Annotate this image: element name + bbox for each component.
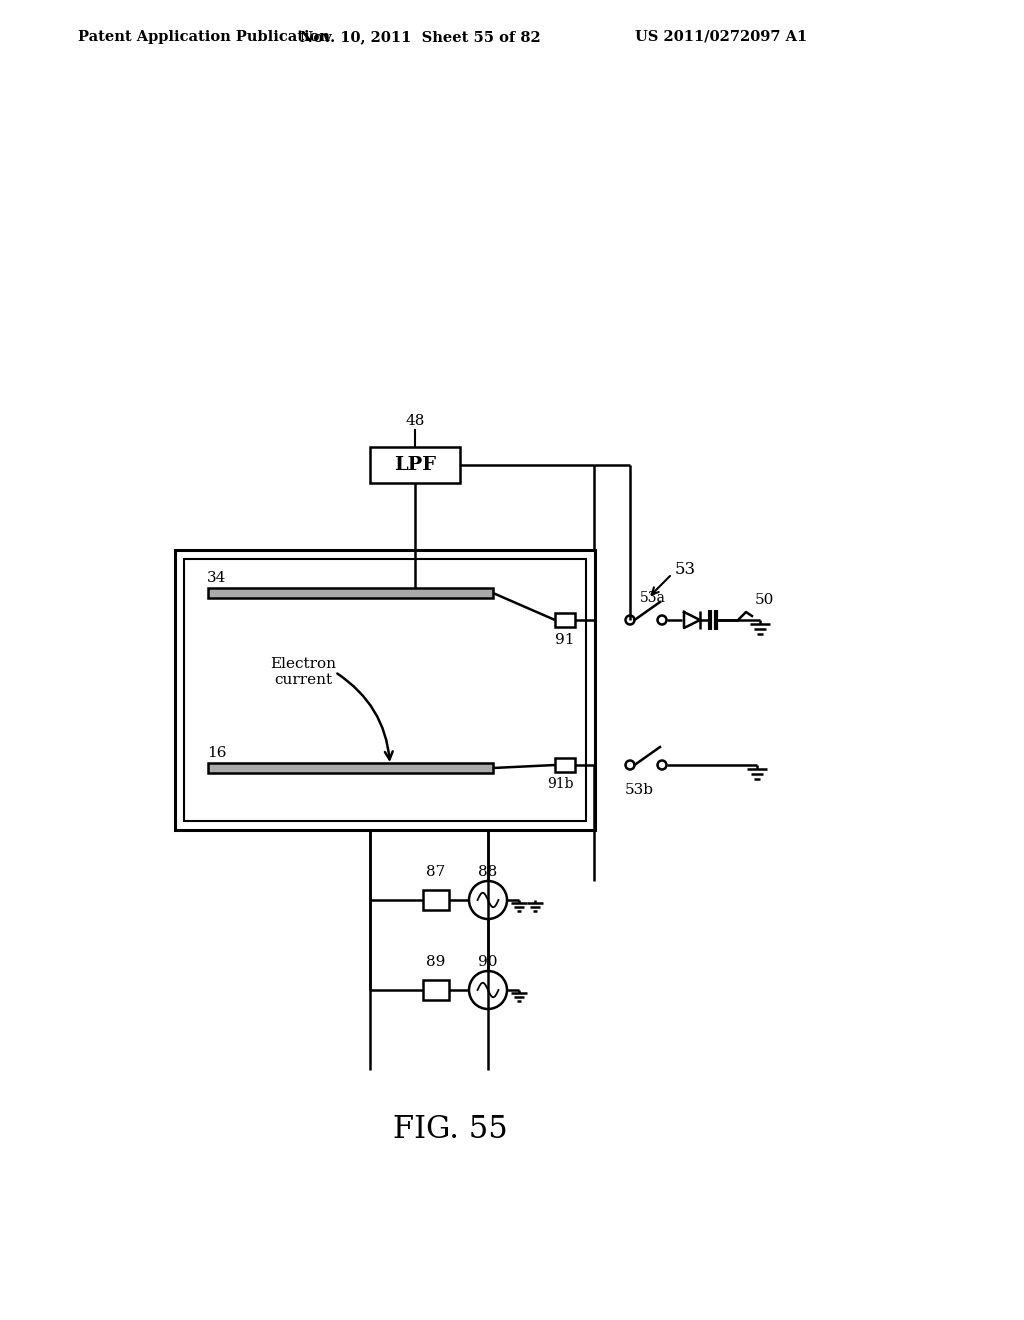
Text: Electron
current: Electron current — [270, 657, 336, 688]
Bar — [555, 612, 575, 627]
Text: 87: 87 — [426, 865, 445, 879]
Bar — [423, 979, 449, 1001]
Text: 53a: 53a — [640, 591, 666, 605]
Text: 48: 48 — [406, 414, 425, 428]
Polygon shape — [684, 612, 700, 628]
Text: LPF: LPF — [394, 455, 436, 474]
Bar — [423, 890, 449, 909]
Text: 91b: 91b — [547, 777, 573, 791]
Circle shape — [657, 760, 667, 770]
Bar — [370, 447, 460, 483]
Text: 91: 91 — [555, 634, 574, 647]
Circle shape — [626, 615, 635, 624]
Text: Nov. 10, 2011  Sheet 55 of 82: Nov. 10, 2011 Sheet 55 of 82 — [300, 30, 541, 44]
Bar — [208, 587, 493, 598]
Text: 16: 16 — [207, 746, 226, 760]
Text: 53: 53 — [675, 561, 696, 578]
Circle shape — [657, 615, 667, 624]
Text: US 2011/0272097 A1: US 2011/0272097 A1 — [635, 30, 807, 44]
Text: 89: 89 — [426, 954, 445, 969]
Bar — [555, 758, 575, 772]
Bar — [175, 550, 595, 830]
Text: 53b: 53b — [625, 783, 654, 797]
Text: FIG. 55: FIG. 55 — [392, 1114, 507, 1146]
Text: 90: 90 — [478, 954, 498, 969]
Text: Patent Application Publication: Patent Application Publication — [78, 30, 330, 44]
Bar — [184, 558, 586, 821]
Text: 88: 88 — [478, 865, 498, 879]
Text: 34: 34 — [207, 572, 226, 585]
Circle shape — [626, 760, 635, 770]
Bar — [208, 763, 493, 774]
Text: 50: 50 — [755, 593, 774, 607]
